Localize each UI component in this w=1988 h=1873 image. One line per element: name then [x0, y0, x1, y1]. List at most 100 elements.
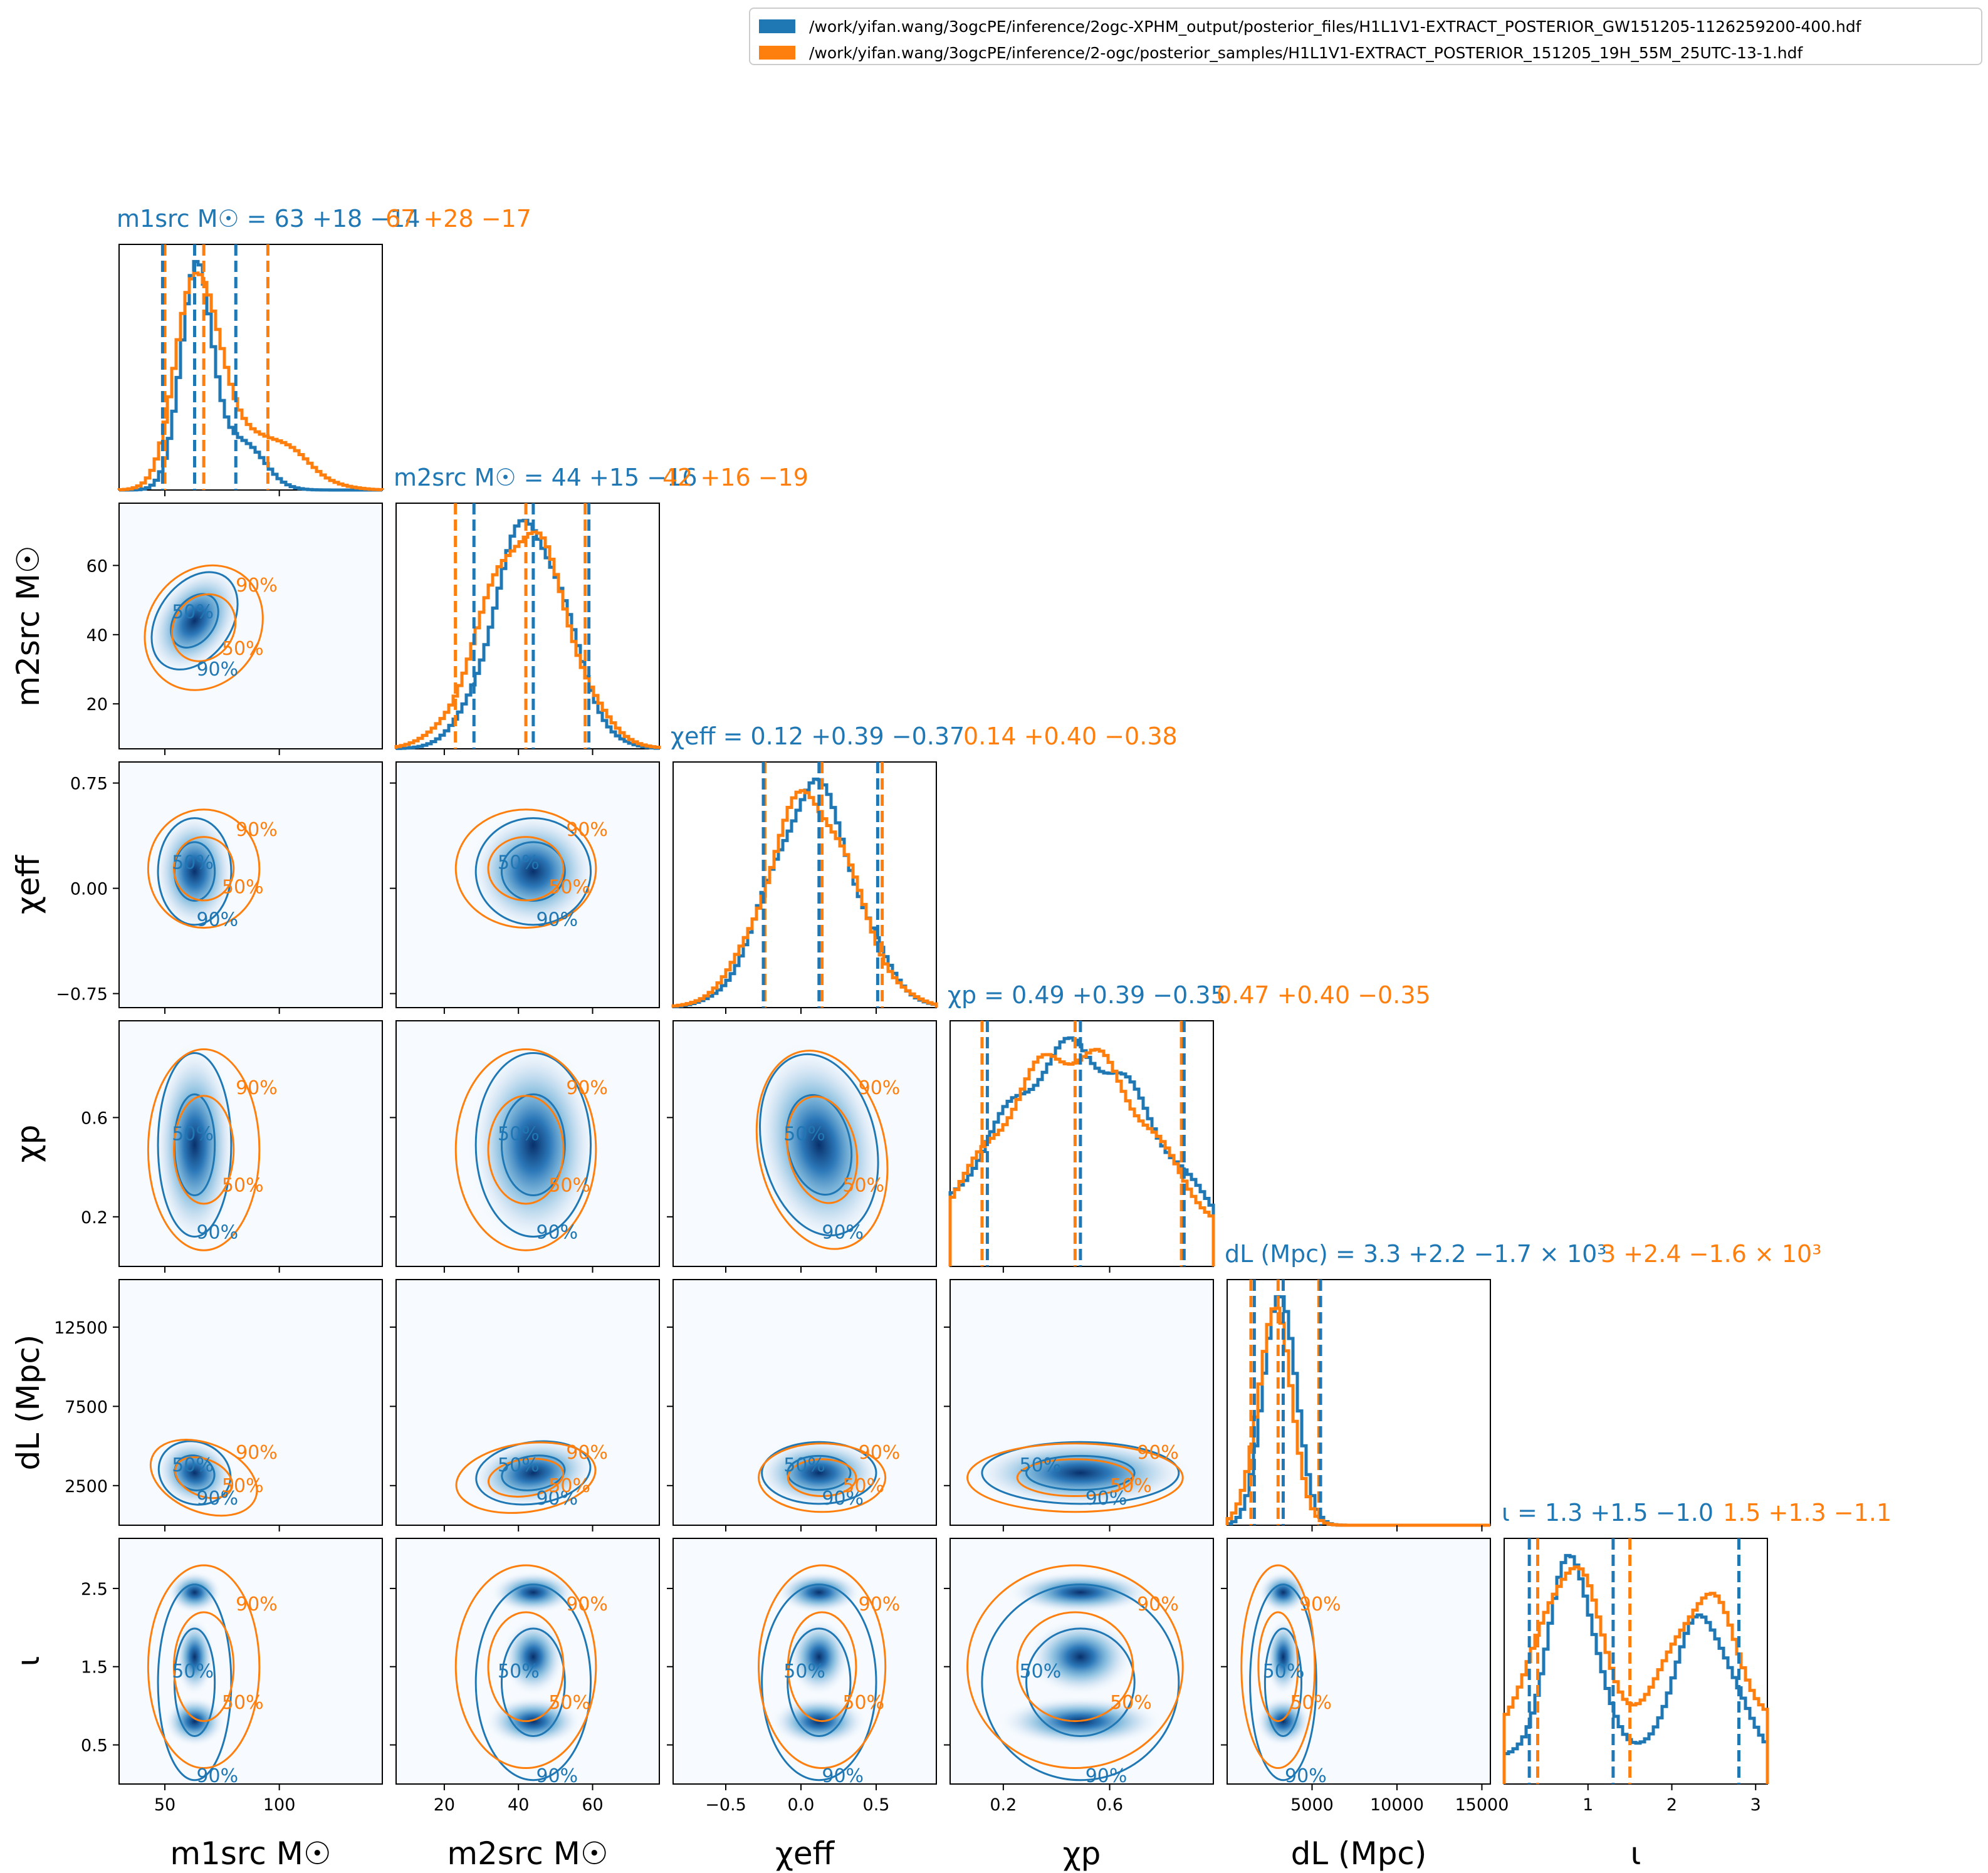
y-tick-label: 0.2	[81, 1208, 108, 1228]
y-tick-label: −0.75	[56, 985, 108, 1004]
legend-swatch-orange	[759, 46, 795, 60]
contour-label: 50%	[498, 1661, 540, 1683]
panel-title-orange: 3 +2.4 −1.6 × 10³	[1601, 1240, 1821, 1268]
contour-90-blue	[1249, 1583, 1317, 1782]
contour-label: 50%	[842, 1475, 884, 1497]
contour-50-orange	[1257, 1611, 1299, 1723]
x-tick-label: 5000	[1290, 1795, 1334, 1815]
panel-content: 50%90%50%90%	[758, 1564, 900, 1787]
contour-label: 50%	[498, 1124, 540, 1145]
y-tick-label: 0.75	[70, 775, 108, 794]
legend-label-blue: /work/yifan.wang/3ogcPE/inference/2ogc-X…	[809, 17, 1861, 36]
density-blob	[751, 1040, 887, 1250]
density-panel-m2-iota: 50% 90% 50% 90%	[395, 1538, 660, 1785]
x-tick-label: 100	[263, 1795, 296, 1815]
contour-label: 50%	[548, 1475, 590, 1497]
contour-90-orange	[966, 1564, 1184, 1770]
contour-90-orange	[454, 1048, 597, 1251]
contour-50-orange	[487, 836, 565, 902]
y-tick-label: 0.5	[81, 1736, 108, 1756]
panel-frame	[672, 1538, 937, 1785]
contour-50-orange	[1016, 1611, 1134, 1723]
x-axis-label-chi_eff: χeff	[775, 1835, 835, 1872]
density-blob	[484, 1696, 582, 1747]
panel-content: 50%90%50%90%	[147, 808, 278, 933]
contour-50-blue	[500, 841, 566, 902]
panel-title-blue: χp = 0.49 +0.39 −0.35	[948, 981, 1226, 1009]
panel-content: 50%90%50%90%	[455, 1436, 608, 1514]
density-blob	[167, 1570, 222, 1614]
contour-label: 90%	[236, 1077, 278, 1099]
x-tick-label: 15000	[1455, 1795, 1509, 1815]
density-panel-m1-chi_p: 50% 90% 50% 90%	[118, 1020, 383, 1267]
y-tick-label: 0.00	[70, 880, 108, 899]
contour-90-orange	[1240, 1564, 1316, 1770]
density-panel-m1-chi_eff: 50% 90% 50% 90%	[118, 761, 383, 1008]
contour-label: 90%	[236, 575, 278, 597]
contour-label: 50%	[222, 877, 264, 899]
contour-label: 50%	[548, 877, 590, 899]
density-blob	[1026, 1617, 1135, 1696]
contour-50-blue	[500, 1627, 566, 1738]
contour-label: 50%	[1290, 1692, 1332, 1714]
contour-50-blue	[1263, 1627, 1302, 1738]
contour-90-orange	[758, 1443, 887, 1513]
contour-50-orange	[487, 1095, 565, 1205]
contour-50-orange	[787, 1611, 857, 1723]
x-tick-label: 0.5	[863, 1795, 890, 1815]
panel-content: 50%90%50%90%	[454, 808, 608, 933]
contour-label: 50%	[1110, 1475, 1152, 1497]
panel-title-orange: 0.47 +0.40 −0.35	[1216, 981, 1431, 1009]
x-tick-label: 1	[1583, 1795, 1593, 1815]
y-tick-label: 2500	[65, 1477, 108, 1496]
density-panel-m2-chi_p: 50% 90% 50% 90%	[395, 1020, 660, 1267]
contour-label: 90%	[859, 1077, 901, 1099]
contour-90-orange	[454, 808, 597, 929]
contour-label: 90%	[236, 1594, 278, 1615]
contour-50-orange	[172, 1611, 235, 1723]
y-tick-label: 12500	[54, 1318, 108, 1338]
contour-90-blue	[157, 1583, 233, 1782]
panel-title-blue: dL (Mpc) = 3.3 +2.2 −1.7 × 10³	[1225, 1240, 1607, 1268]
contour-90-blue	[474, 817, 592, 926]
contour-label: 90%	[536, 1488, 578, 1510]
panel-frame	[395, 503, 660, 749]
contour-90-orange	[758, 1564, 887, 1770]
legend-label-orange: /work/yifan.wang/3ogcPE/inference/2-ogc/…	[809, 43, 1803, 62]
density-blob	[152, 810, 237, 933]
panel-frame	[950, 1279, 1214, 1526]
y-axis-label-iota: ι	[10, 1656, 46, 1667]
panel-frame	[950, 1538, 1214, 1785]
panel-title-blue: χeff = 0.12 +0.39 −0.37	[671, 723, 965, 750]
density-panel-chi_eff-chi_p: 50% 90% 50% 90%	[672, 1020, 937, 1267]
contour-90-blue	[150, 571, 239, 670]
panel-content: 50%90%50%90%	[753, 1437, 900, 1513]
contour-90-orange	[144, 564, 264, 691]
legend: /work/yifan.wang/3ogcPE/inference/2ogc-X…	[749, 8, 1982, 65]
x-tick-label: 60	[582, 1795, 603, 1815]
density-panel-m1-iota: 50% 90% 50% 90%	[118, 1538, 383, 1787]
density-panel-m1-m2: 50%90%50%90%	[118, 503, 383, 749]
panel-frame	[118, 1020, 383, 1267]
contour-label: 90%	[196, 659, 238, 681]
panel-content: 50%90%50%90%	[147, 1039, 278, 1251]
panel-frame	[672, 1279, 937, 1526]
panel-frame	[1227, 1538, 1491, 1785]
density-panel-chi_p-iota: 50% 90% 50% 90%	[950, 1538, 1214, 1785]
contour-label: 50%	[222, 638, 264, 660]
contour-label: 90%	[822, 1765, 864, 1787]
contour-50-blue	[787, 1454, 852, 1491]
contour-90-orange	[147, 808, 261, 929]
histogram-blue	[394, 518, 661, 750]
density-panel-m2-dL: 50%90%50%90%	[395, 1279, 660, 1526]
panel-frame	[395, 1279, 660, 1526]
contour-label: 90%	[196, 1765, 238, 1787]
density-blob	[776, 1570, 862, 1614]
x-axis-label-m1: m1src M☉	[170, 1835, 331, 1872]
histogram-blue	[119, 259, 382, 492]
contour-50-blue	[170, 593, 219, 649]
panel-frame	[118, 1538, 383, 1785]
panel-content: 50%90%50%90%	[454, 1564, 608, 1784]
x-axis-label-dL: dL (Mpc)	[1291, 1835, 1427, 1872]
